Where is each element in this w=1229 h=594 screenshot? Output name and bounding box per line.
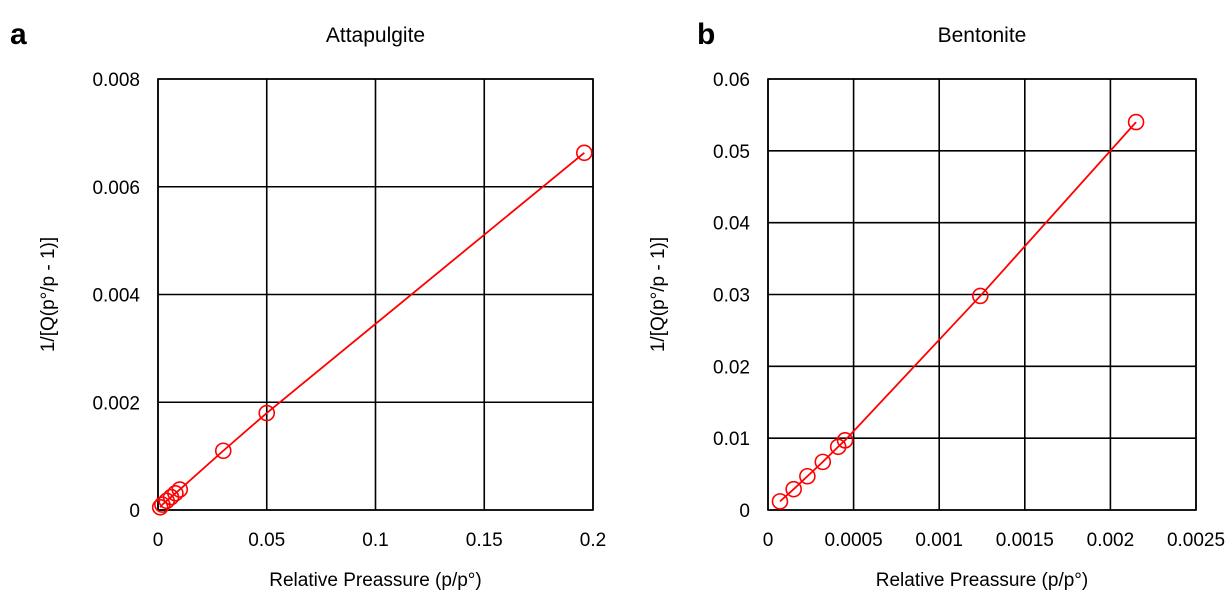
chart-title: Bentonite: [938, 24, 1027, 47]
x-tick-label: 0.001: [915, 530, 963, 551]
y-tick-label: 0.02: [713, 357, 750, 378]
x-axis-label: Relative Preassure (p/p°): [269, 570, 481, 591]
y-tick-label: 0: [129, 501, 140, 522]
data-point: [171, 481, 189, 498]
y-tick-label: 0.03: [713, 286, 750, 307]
series-line: [779, 121, 1137, 503]
y-axis-label: 1/[Q(p°/p - 1)]: [38, 237, 59, 352]
x-tick-label: 0.002: [1087, 530, 1135, 551]
chart-title: Attapulgite: [326, 24, 425, 47]
y-tick-label: 0.06: [713, 70, 750, 91]
y-tick-label: 0.04: [713, 214, 750, 235]
y-tick-label: 0.05: [713, 142, 750, 163]
data-point: [785, 480, 802, 498]
panel-letter: b: [697, 18, 715, 51]
data-point: [1127, 113, 1145, 131]
x-tick-label: 0.15: [466, 530, 503, 551]
chart-panel-a: a Attapulgite 0 0.05 0.1 0.15 0.2 0 0.002 0.004 0.…: [10, 18, 606, 591]
y-tick-label: 0.008: [92, 70, 140, 91]
y-tick-label: 0: [739, 501, 750, 522]
data-point: [258, 404, 276, 422]
data-point: [167, 484, 184, 502]
data-point: [214, 442, 232, 460]
x-axis-label: Relative Preassure (p/p°): [876, 570, 1088, 591]
x-tick-label: 0: [763, 530, 774, 551]
data-point: [971, 287, 989, 305]
panel-letter: a: [10, 18, 27, 51]
x-tick-label: 0.05: [248, 530, 285, 551]
chart-panel-b: b Bentonite 0 0.0005 0.001 0.0015 0.002 0.0025 0…: [648, 18, 1225, 591]
data-point: [799, 467, 816, 485]
data-point: [151, 499, 169, 516]
x-tick-label: 0.2: [580, 530, 606, 551]
y-tick-label: 0.006: [92, 178, 140, 199]
x-tick-label: 0.0025: [1167, 530, 1225, 551]
x-tick-label: 0: [153, 530, 164, 551]
x-tick-label: 0.0005: [825, 530, 883, 551]
data-point: [814, 453, 832, 471]
y-tick-label: 0.01: [713, 429, 750, 450]
y-tick-label: 0.004: [92, 286, 140, 307]
y-axis-label: 1/[Q(p°/p - 1)]: [648, 237, 669, 352]
x-tick-label: 0.1: [362, 530, 388, 551]
plot-frame: [767, 78, 1197, 511]
y-tick-label: 0.002: [92, 393, 140, 414]
series-line: [159, 152, 585, 508]
data-point: [575, 144, 593, 162]
data-point: [836, 432, 854, 449]
x-tick-label: 0.0015: [996, 530, 1054, 551]
plot-frame: [157, 78, 594, 511]
data-point: [771, 493, 789, 510]
